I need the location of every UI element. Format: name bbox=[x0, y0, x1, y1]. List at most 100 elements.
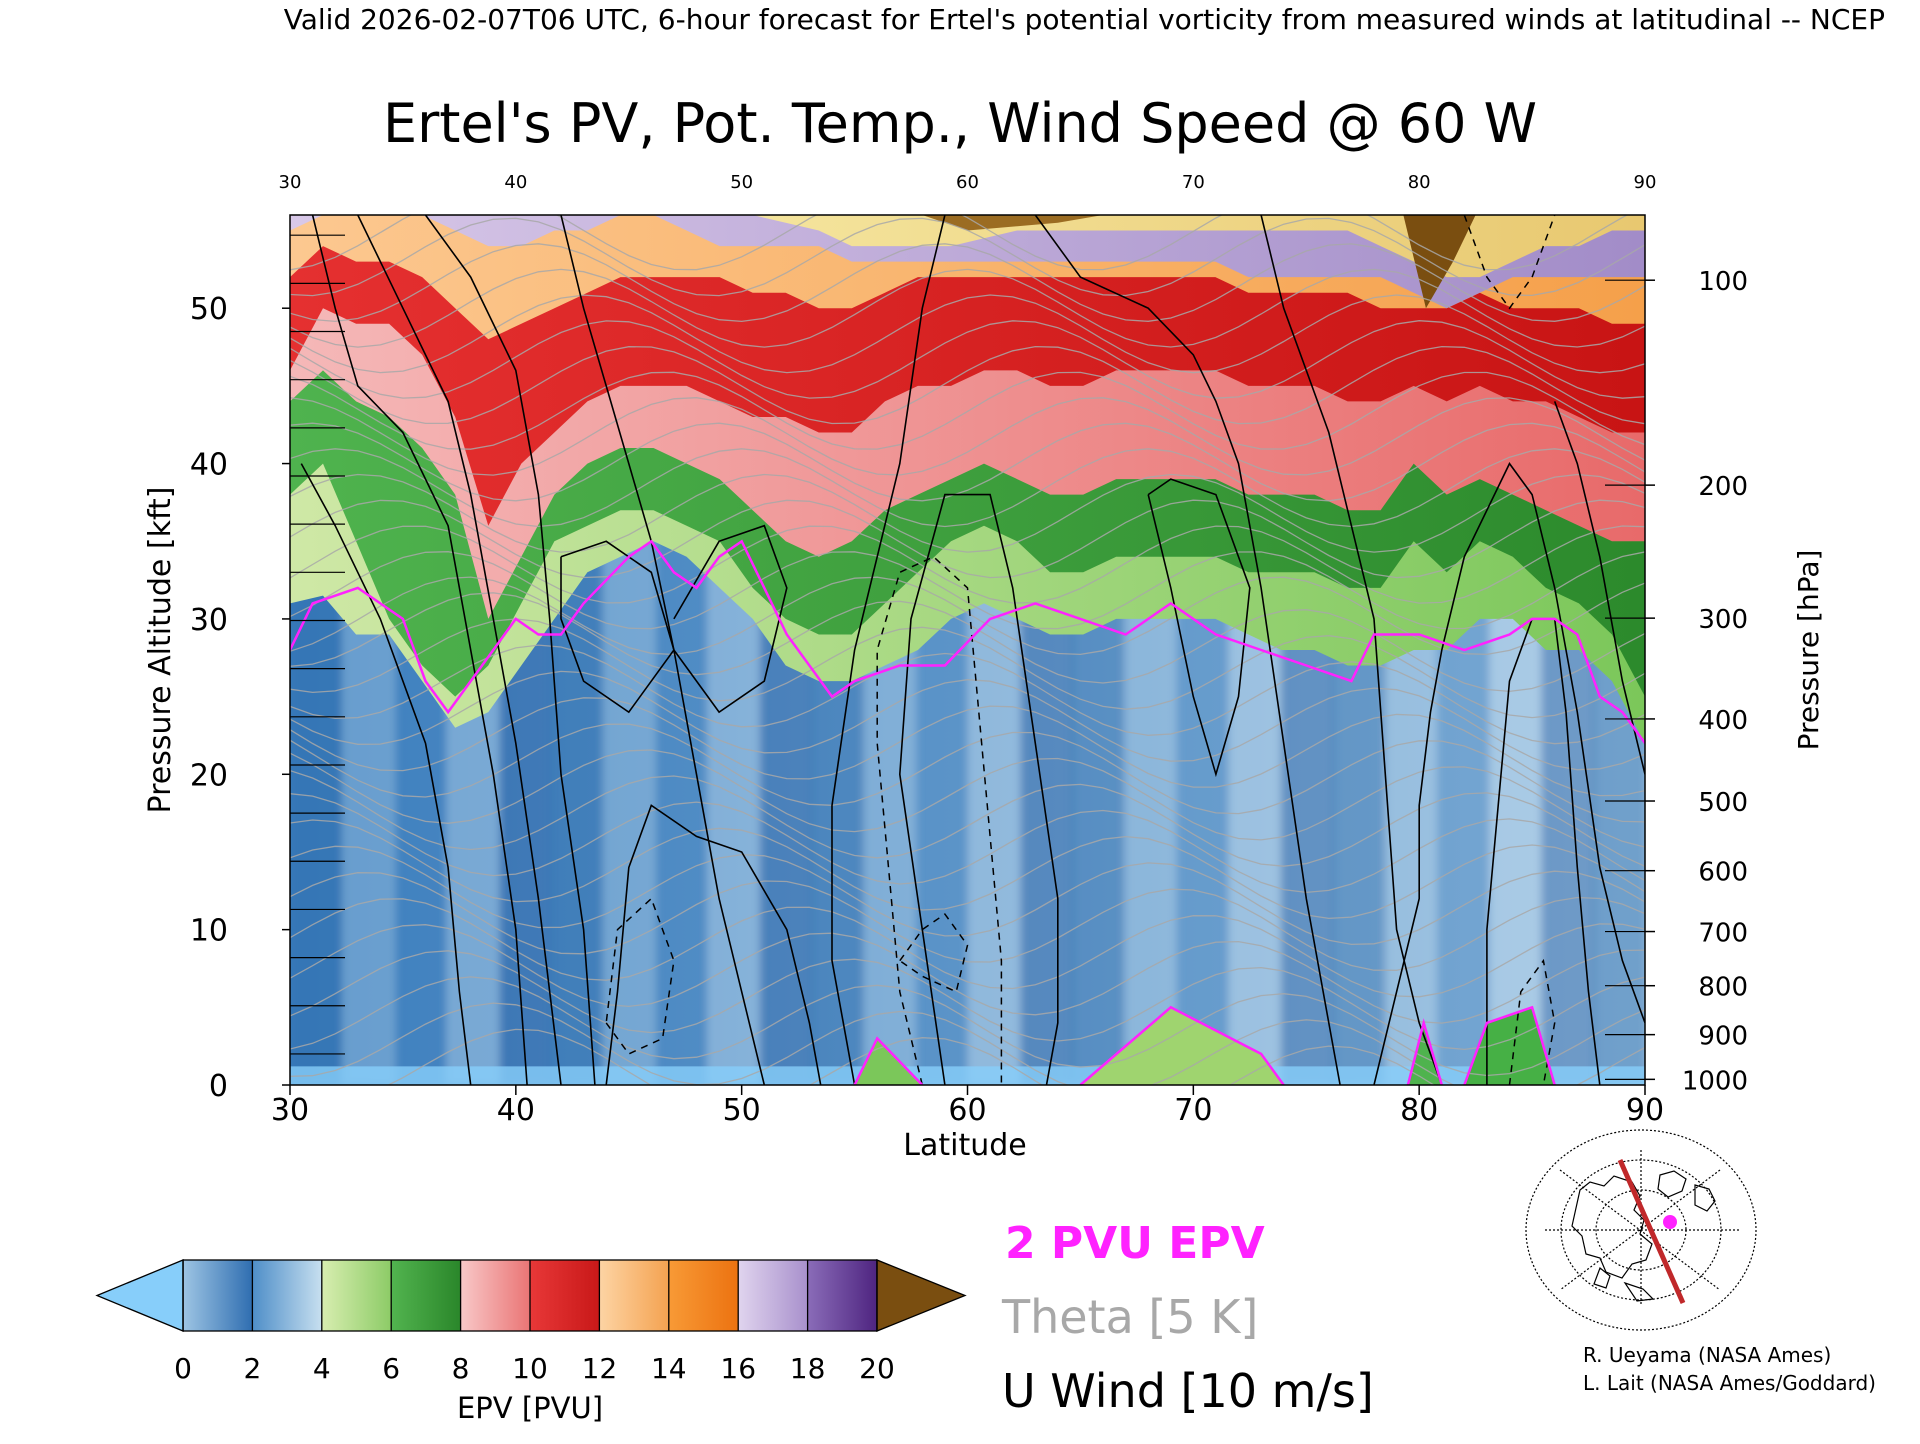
theta-contour bbox=[290, 592, 1645, 693]
u-wind-contour bbox=[1553, 401, 1645, 775]
surface-pv-patch bbox=[1080, 1007, 1284, 1085]
u-wind-contour bbox=[898, 493, 1059, 1085]
u-wind-contour-negative bbox=[899, 913, 969, 993]
theta-contour bbox=[290, 243, 1645, 323]
pressure-tick-label: 200 bbox=[1698, 472, 1748, 502]
y-tick-label: 0 bbox=[209, 1069, 228, 1104]
colorbar-tick-label: 4 bbox=[313, 1352, 331, 1385]
colorbar-segment bbox=[183, 1260, 253, 1331]
theta-contour bbox=[290, 320, 1645, 399]
theta-contours bbox=[290, 215, 1645, 1085]
u-wind-contour bbox=[605, 804, 822, 1085]
colorbar-high-arrow bbox=[876, 1259, 967, 1332]
theta-contour bbox=[290, 473, 1645, 553]
epv-layer-14pvu bbox=[290, 215, 1645, 309]
y-tick-label: 10 bbox=[190, 914, 228, 949]
pressure-tick-label: 300 bbox=[1698, 605, 1748, 635]
u-wind-contour bbox=[424, 215, 596, 1085]
u-wind-contours bbox=[300, 215, 1645, 1085]
colorbar-tick-label: 18 bbox=[790, 1352, 826, 1385]
top-x-tick-label: 70 bbox=[1182, 172, 1205, 193]
theta-contour bbox=[290, 723, 1645, 823]
colorbar-segment bbox=[530, 1260, 600, 1331]
right-axis-label: Pressure [hPa] bbox=[1792, 550, 1825, 751]
theta-contour bbox=[290, 397, 1645, 476]
top-x-tick-label: 60 bbox=[956, 172, 979, 193]
theta-contour bbox=[290, 749, 1645, 848]
u-wind-contour bbox=[1260, 215, 1443, 1085]
y-tick-label: 40 bbox=[190, 448, 228, 483]
colorbar-segment bbox=[321, 1260, 392, 1331]
surface-pv-patch bbox=[1407, 1022, 1442, 1085]
colorbar-segment bbox=[252, 1260, 323, 1331]
theta-contour bbox=[290, 845, 1645, 946]
theta-contour bbox=[290, 371, 1645, 450]
theta-contour bbox=[386, 1028, 1435, 1085]
epv-brown-patch bbox=[1403, 215, 1476, 309]
u-wind-contour bbox=[300, 463, 472, 1085]
theta-contour bbox=[290, 217, 1645, 297]
theta-contour bbox=[290, 551, 1645, 630]
y-tick-label: 50 bbox=[190, 292, 228, 327]
pressure-tick-label: 700 bbox=[1698, 919, 1748, 949]
theta-contour bbox=[290, 976, 1645, 1077]
plot-area bbox=[290, 215, 1645, 1085]
x-tick-label: 70 bbox=[1174, 1093, 1212, 1128]
pressure-tick-label: 800 bbox=[1698, 973, 1748, 1003]
colorbar-tick-label: 2 bbox=[243, 1352, 261, 1385]
theta-contour bbox=[290, 268, 1645, 348]
pressure-tick-label: 1000 bbox=[1682, 1066, 1748, 1096]
two-pvu-contour-surface bbox=[853, 1036, 924, 1085]
inset-map bbox=[1525, 1129, 1757, 1331]
theta-contour bbox=[290, 448, 1645, 528]
x-axis-label: Latitude bbox=[903, 1128, 1026, 1163]
colorbar-tick-label: 6 bbox=[382, 1352, 400, 1385]
y-tick-label: 30 bbox=[190, 603, 228, 638]
u-wind-contour bbox=[1034, 215, 1341, 1085]
top-x-tick-label: 80 bbox=[1408, 172, 1431, 193]
top-x-tick-label: 30 bbox=[279, 172, 302, 193]
u-wind-contour bbox=[831, 215, 946, 1085]
x-tick-label: 90 bbox=[1626, 1093, 1664, 1128]
surface-low-pv bbox=[290, 1066, 1645, 1085]
pressure-tick-label: 900 bbox=[1698, 1022, 1748, 1052]
u-wind-contour bbox=[311, 215, 528, 1085]
legend-u-wind: U Wind [10 m/s] bbox=[1002, 1364, 1374, 1418]
colorbar-segment bbox=[668, 1260, 739, 1331]
surface-pv-patch bbox=[854, 1038, 923, 1085]
top-x-tick-label: 90 bbox=[1634, 172, 1657, 193]
colorbar-tick-label: 14 bbox=[651, 1352, 687, 1385]
theta-contour bbox=[290, 215, 1629, 271]
theta-contour bbox=[290, 670, 1645, 771]
legend-pv-line: 2 PVU EPV bbox=[1005, 1218, 1265, 1269]
theta-contour bbox=[290, 898, 1645, 998]
x-tick-label: 80 bbox=[1400, 1093, 1438, 1128]
theta-contour bbox=[290, 576, 1645, 656]
theta-contour bbox=[290, 525, 1645, 604]
colorbar: 0 2 4 6 8 10 12 14 16 18 20 bbox=[95, 1259, 967, 1385]
pressure-tick-label: 500 bbox=[1698, 788, 1748, 818]
colorbar-tick-label: 16 bbox=[720, 1352, 756, 1385]
theta-contour bbox=[290, 294, 1645, 374]
epv-brown-top bbox=[922, 215, 1103, 231]
colorbar-segment bbox=[807, 1260, 878, 1331]
pressure-tick-label: 400 bbox=[1698, 706, 1748, 736]
theta-contour bbox=[290, 1002, 1645, 1085]
u-wind-contour-negative bbox=[1463, 215, 1556, 310]
colorbar-tick-label: 8 bbox=[452, 1352, 470, 1385]
colorbar-low-arrow bbox=[95, 1259, 184, 1332]
credit-line-1: R. Ueyama (NASA Ames) bbox=[1583, 1343, 1831, 1367]
u-wind-contour bbox=[673, 524, 788, 714]
plot-clip bbox=[290, 215, 1645, 1085]
colorbar-segment bbox=[460, 1260, 531, 1331]
legend-theta: Theta [5 K] bbox=[1001, 1290, 1258, 1344]
u-wind-contour-negative bbox=[605, 897, 675, 1055]
colorbar-tick-label: 0 bbox=[174, 1352, 192, 1385]
colorbar-segment bbox=[599, 1260, 670, 1331]
u-wind-contour bbox=[560, 215, 766, 1085]
pressure-tick-label: 100 bbox=[1698, 267, 1748, 297]
colorbar-segment bbox=[738, 1260, 809, 1331]
theta-contour bbox=[290, 422, 1645, 502]
y-axis-label: Pressure Altitude [kft] bbox=[143, 487, 178, 814]
